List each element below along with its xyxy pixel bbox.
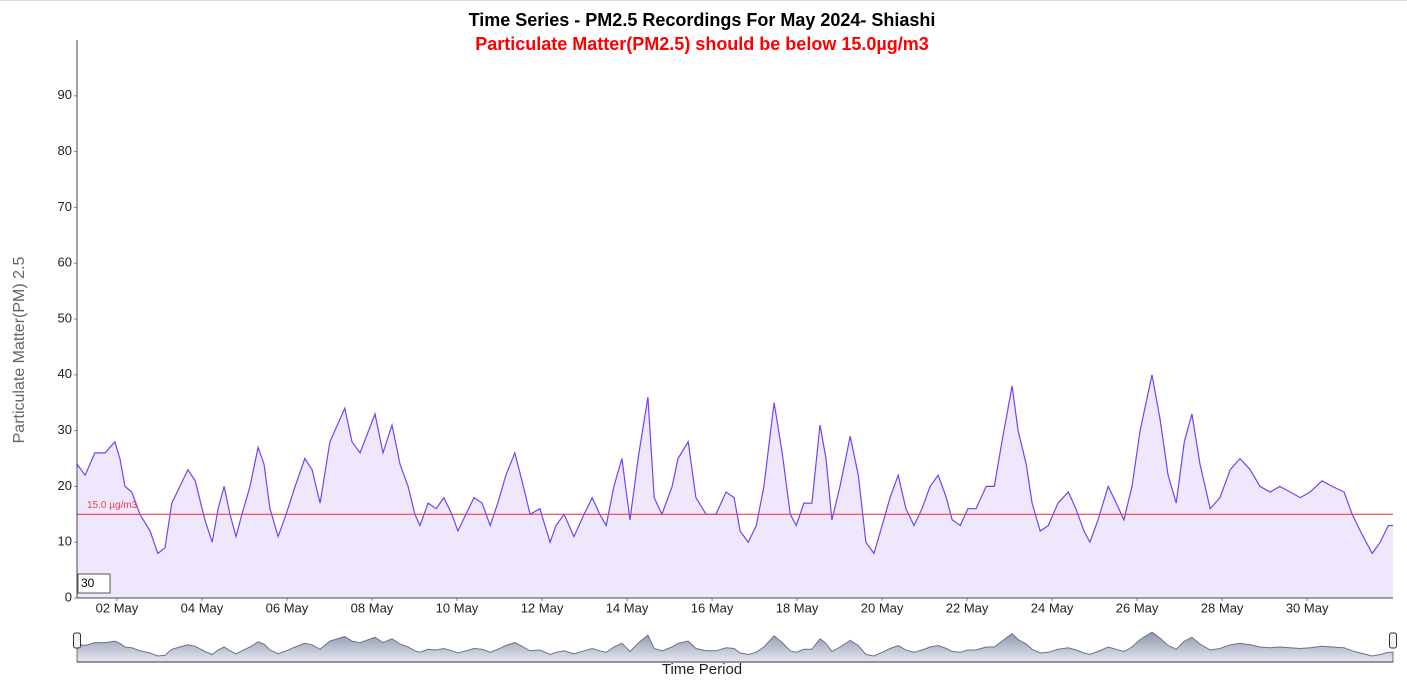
y-tick-label: 20 — [58, 478, 72, 493]
x-tick-label: 10 May — [436, 600, 479, 615]
y-tick-label: 70 — [58, 199, 72, 214]
y-axis-label: Particulate Matter(PM) 2.5 — [11, 257, 28, 444]
navigator-handle[interactable] — [1389, 632, 1397, 649]
y-tick-label: 0 — [65, 589, 72, 604]
data-line — [76, 374, 1393, 555]
y-tick-label: 10 — [58, 534, 72, 549]
x-axis-label: Time Period — [662, 661, 742, 678]
x-tick-label: 12 May — [521, 600, 564, 615]
y-tick-label: 90 — [58, 87, 72, 102]
x-tick-label: 08 May — [351, 600, 394, 615]
x-tick-label: 18 May — [776, 600, 819, 615]
x-tick-label: 30 May — [1286, 600, 1329, 615]
x-tick-label: 24 May — [1031, 600, 1074, 615]
chart-title: Time Series - PM2.5 Recordings For May 2… — [469, 10, 936, 30]
y-tick-label: 50 — [58, 310, 72, 325]
chart-subtitle: Particulate Matter(PM2.5) should be belo… — [475, 34, 928, 54]
y-tick-label: 30 — [58, 422, 72, 437]
navigator-area — [76, 631, 1394, 663]
x-tick-label: 22 May — [946, 600, 989, 615]
range-input-value[interactable]: 30 — [81, 576, 95, 590]
area-fill — [77, 374, 1393, 598]
x-tick-label: 14 May — [606, 600, 649, 615]
y-tick-label: 60 — [58, 255, 72, 270]
x-tick-label: 02 May — [96, 600, 139, 615]
x-tick-label: 26 May — [1116, 600, 1159, 615]
y-tick-label: 80 — [58, 143, 72, 158]
y-tick-label: 40 — [58, 366, 72, 381]
x-tick-label: 28 May — [1201, 600, 1244, 615]
x-tick-label: 16 May — [691, 600, 734, 615]
threshold-label: 15.0 µg/m3 — [87, 500, 138, 511]
x-tick-label: 20 May — [861, 600, 904, 615]
x-tick-label: 04 May — [181, 600, 224, 615]
x-tick-label: 06 May — [266, 600, 309, 615]
range-input[interactable] — [77, 573, 111, 594]
navigator-handle[interactable] — [73, 632, 81, 649]
